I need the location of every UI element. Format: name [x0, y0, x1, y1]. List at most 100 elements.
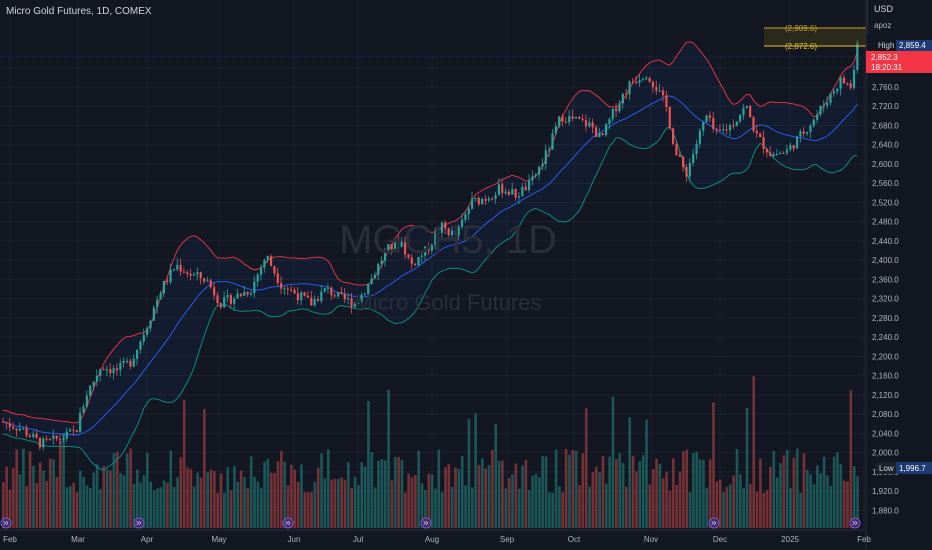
- volume-bar: [377, 460, 380, 528]
- candle-body: [192, 274, 196, 276]
- volume-bar: [259, 488, 263, 528]
- candle-body: [306, 295, 310, 298]
- candle-body: [735, 121, 738, 127]
- event-marker-icon[interactable]: [133, 517, 145, 529]
- high-value: 2,859.4: [899, 41, 926, 50]
- candle-body: [816, 114, 819, 120]
- price-tick: 2,240.0: [872, 333, 899, 342]
- candle-body: [698, 130, 701, 144]
- candle-body: [594, 127, 598, 138]
- candle-body: [199, 272, 202, 279]
- candle-body: [651, 81, 655, 88]
- candle-body: [387, 244, 390, 251]
- event-markers[interactable]: [0, 517, 861, 529]
- volume-bar: [450, 486, 454, 528]
- level-zone: [764, 28, 866, 46]
- event-marker-icon[interactable]: [0, 517, 12, 529]
- event-marker-icon[interactable]: [282, 517, 294, 529]
- candle-body: [136, 349, 139, 359]
- bb-upper-line: [2, 41, 858, 424]
- volume-bar: [28, 451, 32, 528]
- time-axis-ticks[interactable]: Feb Mar Apr May Jun Jul Aug Sep Oct Nov Dec 2025 Feb: [3, 535, 871, 544]
- volume-bar: [390, 480, 394, 528]
- candle-body: [749, 105, 752, 118]
- candle-body: [330, 287, 333, 296]
- candle-body: [239, 293, 243, 296]
- volume-bar: [514, 463, 518, 528]
- volume-bar: [303, 492, 307, 528]
- volume-bar: [447, 464, 451, 528]
- volume-bar: [672, 458, 675, 528]
- chart-title: Micro Gold Futures, 1D, COMEX: [6, 6, 152, 17]
- time-tick: Dec: [713, 535, 727, 544]
- price-tick: 2,600.0: [872, 160, 899, 169]
- currency-selector[interactable]: USD: [867, 0, 929, 18]
- volume-bar: [775, 477, 779, 528]
- candle-body: [182, 271, 186, 273]
- volume-bar: [216, 492, 219, 528]
- candle-body: [822, 105, 825, 107]
- candle-body: [544, 150, 547, 164]
- volume-bar: [588, 486, 591, 528]
- volume-bar: [487, 465, 491, 528]
- candle-body: [775, 153, 779, 155]
- volume-bar: [182, 399, 186, 528]
- candle-body: [759, 133, 762, 138]
- volume-bar: [424, 489, 427, 528]
- volume-bar: [152, 490, 156, 528]
- candle-body: [564, 121, 567, 123]
- candle-body: [695, 143, 698, 155]
- candle-body: [162, 280, 165, 294]
- volume-bar: [802, 453, 806, 528]
- candle-body: [584, 120, 588, 127]
- volume-bar: [79, 470, 82, 528]
- volume-bar: [678, 471, 682, 528]
- event-marker-icon[interactable]: [708, 517, 720, 529]
- volume-bar: [454, 467, 457, 528]
- volume-bar: [119, 473, 122, 528]
- candle-body: [236, 293, 239, 299]
- volume-bar: [685, 449, 688, 528]
- unit-label[interactable]: apoz: [867, 18, 929, 34]
- candle-body: [172, 269, 176, 271]
- volume-bar: [5, 466, 8, 528]
- volume-bar: [52, 459, 55, 528]
- candle-body: [85, 395, 88, 407]
- volume-bar: [306, 492, 310, 528]
- volume-bar: [387, 389, 390, 528]
- candle-body: [571, 116, 574, 119]
- volume-bar: [132, 483, 136, 528]
- volume-bar: [749, 483, 752, 528]
- volume-bar: [538, 477, 541, 528]
- volume-bar: [615, 459, 618, 528]
- volume-bar: [280, 451, 283, 528]
- volume-bar: [35, 482, 39, 528]
- candle-body: [45, 438, 48, 440]
- volume-bar: [464, 485, 467, 528]
- volume-bar: [839, 464, 843, 528]
- volume-bar: [829, 486, 833, 528]
- volume-bar: [638, 461, 642, 528]
- volume-bar: [256, 481, 260, 528]
- candle-body: [521, 186, 524, 197]
- candle-body: [621, 94, 624, 104]
- price-tick: 2,360.0: [872, 275, 899, 284]
- candle-body: [263, 260, 266, 268]
- price-tick: 2,400.0: [872, 256, 899, 265]
- volume-bar: [129, 448, 132, 528]
- candle-body: [648, 77, 651, 82]
- volume-bar: [849, 390, 853, 528]
- volume-bar: [561, 492, 565, 528]
- candle-body: [802, 131, 805, 134]
- candle-body: [404, 242, 407, 255]
- candle-body: [598, 133, 601, 138]
- candle-body: [256, 274, 259, 282]
- price-tick: 2,000.0: [872, 449, 899, 458]
- time-tick: Aug: [425, 535, 439, 544]
- price-axis-ticks[interactable]: 2,800.02,760.02,720.02,680.02,640.02,600…: [872, 64, 899, 516]
- event-marker-icon[interactable]: [849, 517, 861, 529]
- candle-body: [146, 328, 149, 335]
- candle-body: [615, 108, 618, 112]
- event-marker-icon[interactable]: [420, 517, 432, 529]
